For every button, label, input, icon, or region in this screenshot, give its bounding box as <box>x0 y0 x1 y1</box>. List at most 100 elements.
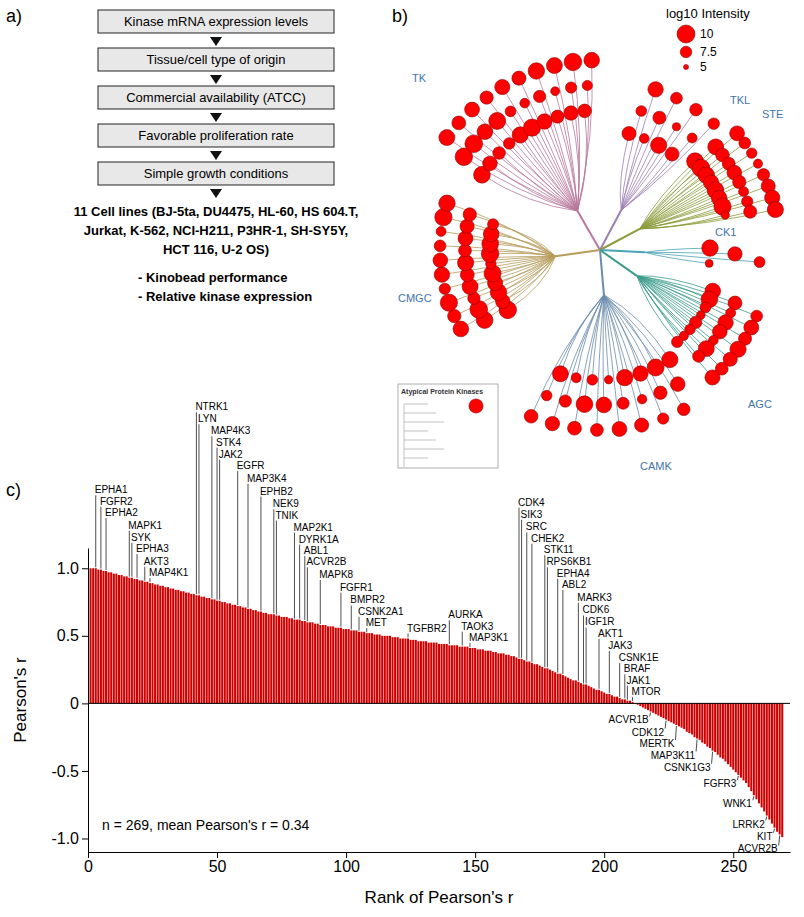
tree-branch <box>637 276 706 349</box>
leader-line <box>358 617 359 631</box>
bar <box>779 703 781 834</box>
tree-branch <box>621 118 659 211</box>
kinase-label: KIT <box>757 831 773 842</box>
bar <box>712 703 714 750</box>
tick-mark <box>82 703 88 704</box>
bar <box>201 597 203 704</box>
bar <box>683 703 685 729</box>
intensity-circle <box>436 226 446 236</box>
bar <box>350 630 352 703</box>
intensity-circle <box>453 321 469 337</box>
bar <box>490 651 492 704</box>
tick-label: 50 <box>209 858 227 875</box>
kinase-label: LYN <box>198 413 217 424</box>
leader-lines <box>96 412 780 845</box>
bar <box>299 620 301 704</box>
bar <box>572 680 574 703</box>
kinase-label: CSNK1E <box>619 652 659 663</box>
bar <box>407 639 409 704</box>
legend-circle <box>680 46 692 58</box>
tick: 1.0 <box>57 560 88 577</box>
bar <box>601 691 603 703</box>
intensity-circle <box>654 386 667 399</box>
intensity-circle <box>434 267 449 282</box>
bar <box>647 703 649 710</box>
intensity-circle <box>633 366 648 381</box>
intensity-circle <box>639 134 649 144</box>
bar <box>582 684 584 703</box>
leader-line <box>408 634 409 638</box>
intensity-circle <box>612 422 627 437</box>
leader-line <box>766 817 767 821</box>
bar <box>149 583 151 703</box>
tick-mark <box>733 852 734 858</box>
kinase-label: JAK1 <box>626 675 650 686</box>
intensity-circle <box>637 394 646 403</box>
intensity-circle <box>433 253 448 268</box>
bar <box>482 649 484 703</box>
bar <box>761 703 763 807</box>
tree-branch <box>637 276 745 339</box>
intensity-circle <box>546 58 562 74</box>
bar <box>580 683 582 703</box>
kinase-label: RPS6KB1 <box>546 556 591 567</box>
bar <box>484 651 486 704</box>
bar <box>221 602 223 703</box>
bar <box>526 661 528 703</box>
intensity-circle <box>576 396 593 413</box>
bar <box>668 703 670 721</box>
flow-criterion: - Kinobead performance <box>138 270 288 285</box>
leader-line <box>144 567 145 581</box>
tree-branch <box>519 78 578 211</box>
bar <box>469 648 471 703</box>
intensity-circle <box>754 257 765 268</box>
bar <box>781 703 783 837</box>
bar <box>379 634 381 703</box>
bar <box>108 572 110 703</box>
bar <box>528 661 530 703</box>
inset-branch <box>404 458 428 467</box>
bar <box>133 579 135 703</box>
flow-result-line: Jurkat, K-562, NCI-H211, P3HR-1, SH-SY5Y… <box>84 223 348 238</box>
bar <box>368 633 370 703</box>
bar <box>590 687 592 703</box>
intensity-circle <box>465 102 480 117</box>
tree-branch <box>640 175 764 229</box>
bar <box>675 703 677 725</box>
tree-branch <box>571 113 579 211</box>
kinase-label: AKT3 <box>144 556 169 567</box>
intensity-circle <box>545 416 559 430</box>
bar <box>776 703 778 831</box>
bar <box>451 645 453 703</box>
bar <box>136 579 138 703</box>
tick-mark <box>604 852 605 858</box>
leader-line <box>217 448 218 600</box>
bar <box>505 655 507 704</box>
bar <box>461 647 463 704</box>
leader-line <box>299 545 300 619</box>
tree-branch <box>604 295 684 410</box>
bar <box>151 583 153 703</box>
bar <box>415 640 417 704</box>
leader-line <box>294 533 295 619</box>
bar <box>195 595 197 703</box>
panel-letter: b) <box>392 6 408 26</box>
kinase-label: NTRK1 <box>195 401 228 412</box>
bar <box>157 584 159 703</box>
legend-label: 7.5 <box>700 45 717 59</box>
legend-label: 5 <box>700 60 707 74</box>
intensity-circle <box>565 82 576 93</box>
leader-line <box>675 726 676 740</box>
bar <box>474 648 476 703</box>
kinase-label: AURKA <box>448 609 483 620</box>
bar <box>286 617 288 703</box>
tick-mark <box>346 852 347 858</box>
leader-line <box>519 508 520 658</box>
tick: -1.0 <box>51 830 88 847</box>
bar <box>141 580 143 703</box>
intensity-circle <box>480 91 493 104</box>
bar <box>704 703 706 744</box>
bar <box>611 695 613 703</box>
flow-box <box>98 162 334 185</box>
tree-branch <box>578 60 593 211</box>
